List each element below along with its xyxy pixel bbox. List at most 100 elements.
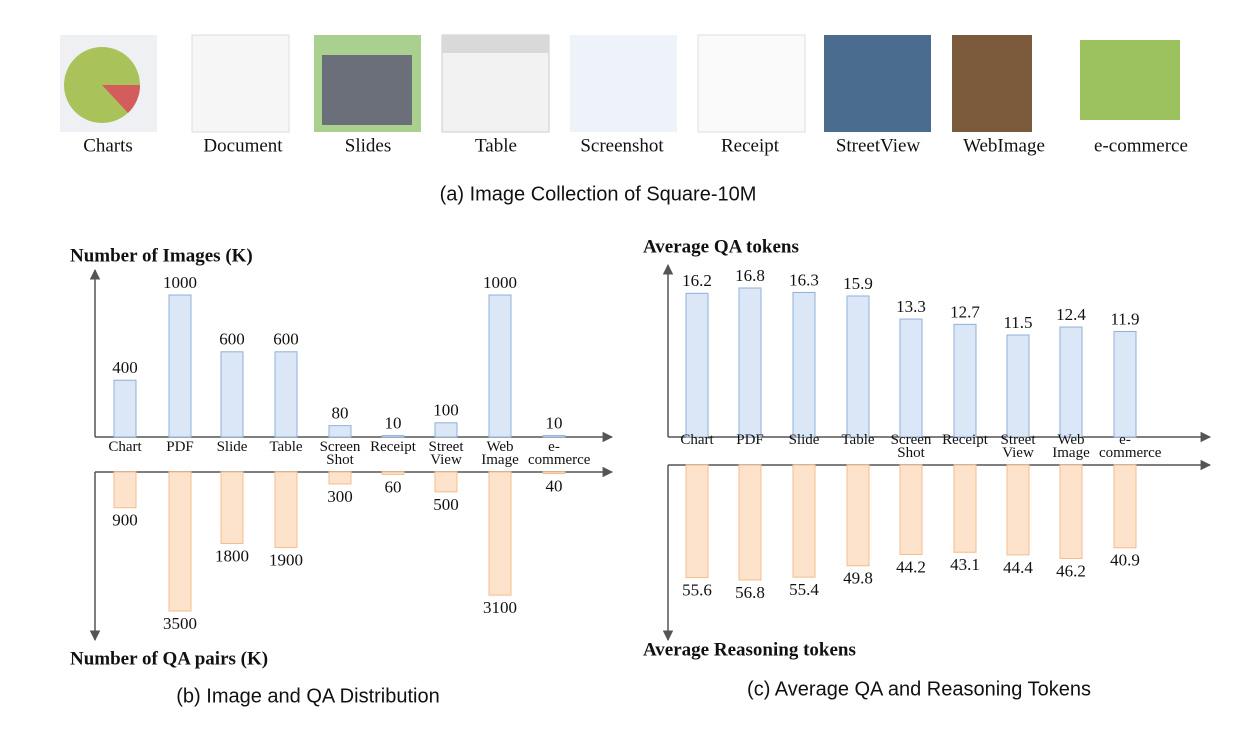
caption: (a) Image Collection of Square-10M <box>440 183 757 205</box>
value-label: 46.2 <box>1056 561 1086 580</box>
thumbnail-label: Screenshot <box>580 135 664 156</box>
value-label: 3500 <box>163 614 197 633</box>
thumbnail-label: WebImage <box>963 135 1045 156</box>
thumbnail-art <box>322 55 412 125</box>
thumbnail-label: StreetView <box>836 135 921 156</box>
bar <box>542 435 566 438</box>
category-label: Slide <box>216 439 248 455</box>
value-label: 40 <box>546 476 563 495</box>
value-label: 12.4 <box>1056 305 1086 324</box>
caption: (c) Average QA and Reasoning Tokens <box>747 678 1091 700</box>
bar <box>381 471 405 475</box>
bar <box>220 471 244 544</box>
value-label: 80 <box>332 404 349 423</box>
category-label: Chart <box>108 439 142 455</box>
series-label: Average QA tokens <box>643 236 799 257</box>
thumbnail <box>570 35 677 132</box>
thumbnail-label: Document <box>203 135 283 156</box>
value-label: 15.9 <box>843 274 873 293</box>
value-label: 1800 <box>215 546 249 565</box>
bar <box>792 464 816 578</box>
bar <box>846 464 870 567</box>
value-label: 16.2 <box>682 271 712 290</box>
bar <box>113 471 137 509</box>
thumbnail-art <box>442 35 549 53</box>
bar <box>434 471 458 493</box>
bar <box>1113 330 1137 438</box>
value-label: 49.8 <box>843 569 873 588</box>
value-label: 55.6 <box>682 580 712 599</box>
value-label: 500 <box>433 495 459 514</box>
category-label: Table <box>269 439 303 455</box>
caption: (b) Image and QA Distribution <box>176 685 439 707</box>
bar <box>899 464 923 555</box>
value-label: 10 <box>546 413 563 432</box>
bar <box>1006 464 1030 556</box>
value-label: 1900 <box>269 550 303 569</box>
category-label: Web Image <box>1052 432 1090 461</box>
thumbnail <box>697 34 806 133</box>
category-label: e-commerce <box>528 439 591 468</box>
bar <box>488 294 512 438</box>
value-label: 44.2 <box>896 557 926 576</box>
bar <box>328 425 352 438</box>
thumbnails <box>60 34 1180 133</box>
value-label: 60 <box>385 477 402 496</box>
category-label: Receipt <box>942 432 988 448</box>
category-label: Table <box>841 432 875 448</box>
value-label: 1000 <box>483 273 517 292</box>
bar <box>1006 334 1030 438</box>
series-label: Number of Images (K) <box>70 245 253 266</box>
value-label: 55.4 <box>789 580 819 599</box>
category-label: e-commerce <box>1099 432 1162 461</box>
thumbnail-label: e-commerce <box>1094 135 1188 156</box>
thumbnail <box>824 35 931 132</box>
bar <box>1113 464 1137 549</box>
category-label: Street View <box>1000 432 1036 461</box>
value-label: 900 <box>112 511 138 530</box>
bar <box>542 471 566 475</box>
bar <box>685 292 709 438</box>
thumbnail-label: Table <box>475 135 517 156</box>
category-label: Screen Shot <box>319 439 361 468</box>
bar <box>113 379 137 438</box>
thumbnail-label: Receipt <box>721 135 780 156</box>
bar <box>168 294 192 438</box>
value-label: 1000 <box>163 273 197 292</box>
series-label: Number of QA pairs (K) <box>70 648 268 669</box>
bar <box>685 464 709 579</box>
bar <box>792 291 816 438</box>
value-label: 56.8 <box>735 583 765 602</box>
bar <box>328 471 352 485</box>
bar <box>899 318 923 438</box>
thumbnail <box>191 34 290 133</box>
bar <box>1059 464 1083 560</box>
value-label: 11.5 <box>1003 313 1032 332</box>
category-label: Street View <box>428 439 464 468</box>
thumbnail-art <box>102 85 141 113</box>
category-label: PDF <box>166 439 194 455</box>
value-label: 3100 <box>483 598 517 617</box>
category-label: Receipt <box>370 439 416 455</box>
category-label: Screen Shot <box>890 432 932 461</box>
category-label: PDF <box>736 432 764 448</box>
value-label: 600 <box>273 330 299 349</box>
value-label: 16.8 <box>735 266 765 285</box>
bar <box>220 351 244 438</box>
bar <box>168 471 192 612</box>
value-label: 44.4 <box>1003 558 1033 577</box>
category-label: Slide <box>788 432 820 448</box>
thumbnail-label: Charts <box>83 135 133 156</box>
thumbnail <box>952 35 1032 132</box>
series-label: Average Reasoning tokens <box>643 639 856 660</box>
value-label: 100 <box>433 401 459 420</box>
bar <box>953 464 977 553</box>
value-label: 10 <box>385 413 402 432</box>
category-label: Chart <box>680 432 714 448</box>
value-label: 16.3 <box>789 270 819 289</box>
thumbnail-label: Slides <box>345 135 391 156</box>
value-label: 12.7 <box>950 302 980 321</box>
value-label: 600 <box>219 330 245 349</box>
